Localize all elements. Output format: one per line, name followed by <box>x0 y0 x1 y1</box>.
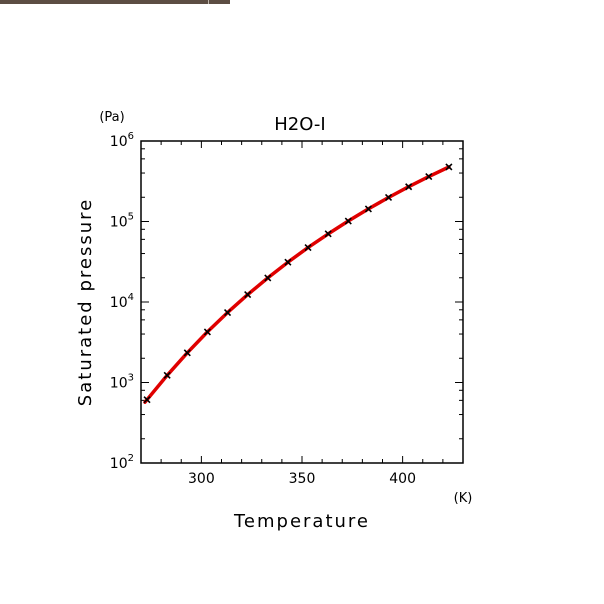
chart-title: H2O-I <box>274 114 325 135</box>
x-tick-label: 350 <box>289 471 316 487</box>
y-tick-label: 103 <box>110 373 134 392</box>
x-tick-label: 400 <box>389 471 416 487</box>
data-point-marker <box>264 274 272 282</box>
x-unit-label: (K) <box>454 491 473 506</box>
x-tick-label: 300 <box>188 471 215 487</box>
data-point-marker <box>143 396 151 404</box>
marker-stroke <box>384 193 393 202</box>
marker-stroke <box>163 371 171 379</box>
marker-stroke <box>324 230 332 238</box>
data-point-marker <box>203 328 211 336</box>
window-title-strip-divider <box>208 0 209 4</box>
marker-stroke <box>244 291 252 299</box>
marker-stroke <box>425 173 433 181</box>
data-point-marker <box>324 230 332 238</box>
data-point-marker <box>344 217 352 225</box>
data-point-marker <box>163 371 171 379</box>
y-tick-label: 106 <box>110 131 134 150</box>
marker-stroke <box>143 396 151 404</box>
y-tick-label: 102 <box>110 453 134 472</box>
plot-area-frame <box>140 140 464 464</box>
y-tick-label: 104 <box>110 292 134 311</box>
window-title-strip <box>0 0 230 4</box>
data-point-marker <box>425 173 433 181</box>
data-point-marker <box>364 205 372 213</box>
marker-stroke <box>445 163 453 171</box>
data-point-marker <box>405 183 413 191</box>
marker-stroke <box>405 183 413 191</box>
data-point-marker <box>244 291 252 299</box>
data-point-marker <box>284 258 292 266</box>
data-point-marker <box>384 193 393 202</box>
y-axis-title: Saturated pressure <box>75 198 96 406</box>
marker-stroke <box>344 217 352 225</box>
marker-stroke <box>203 328 211 336</box>
data-point-marker <box>304 244 312 252</box>
saturation-curve <box>143 165 451 404</box>
marker-stroke <box>304 244 312 252</box>
marker-stroke <box>264 274 272 282</box>
y-tick-label: 105 <box>110 212 134 231</box>
marker-stroke <box>223 309 232 317</box>
data-point-marker <box>445 163 453 171</box>
y-unit-label: (Pa) <box>99 110 124 125</box>
marker-stroke <box>364 205 372 213</box>
x-axis-title: Temperature <box>233 511 370 532</box>
marker-stroke <box>183 349 191 357</box>
data-point-marker <box>183 349 191 357</box>
data-point-marker <box>223 309 232 317</box>
marker-stroke <box>284 258 292 266</box>
